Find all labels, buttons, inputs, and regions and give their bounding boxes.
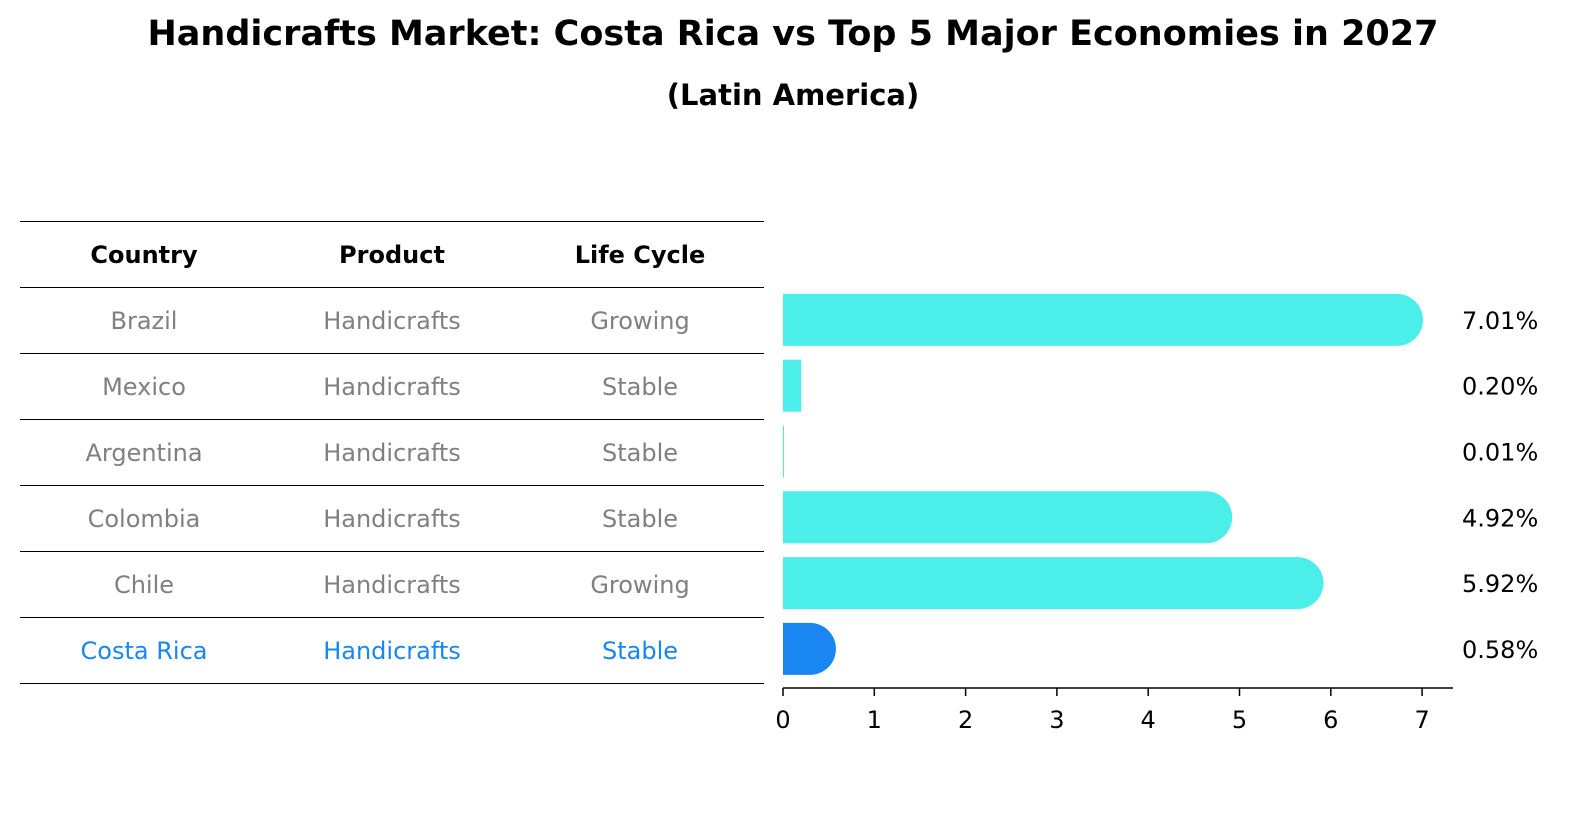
x-tick-label: 0	[775, 706, 790, 734]
table-row: Argentina Handicrafts Stable	[20, 419, 764, 486]
cell-country: Colombia	[20, 485, 268, 552]
x-tick-label: 4	[1141, 706, 1156, 734]
bar-value-label: 4.92%	[1462, 504, 1538, 532]
cell-product: Handicrafts	[268, 551, 516, 618]
cell-product: Handicrafts	[268, 353, 516, 420]
bar	[783, 359, 802, 412]
x-tick-label: 2	[958, 706, 973, 734]
cell-life-cycle: Stable	[516, 419, 764, 486]
x-tick-label: 3	[1049, 706, 1064, 734]
cell-product: Handicrafts	[268, 419, 516, 486]
table-row-highlighted: Costa Rica Handicrafts Stable	[20, 617, 764, 684]
x-tick-label: 1	[867, 706, 882, 734]
x-tick-label: 7	[1414, 706, 1429, 734]
table-header-row: Country Product Life Cycle	[20, 221, 764, 288]
bar	[783, 491, 1233, 544]
table-row: Brazil Handicrafts Growing	[20, 287, 764, 354]
country-table: Country Product Life Cycle Brazil Handic…	[20, 221, 764, 684]
cell-country: Costa Rica	[20, 617, 268, 684]
cell-life-cycle: Growing	[516, 551, 764, 618]
bar	[783, 293, 1424, 346]
cell-life-cycle: Stable	[516, 485, 764, 552]
chart-title: Handicrafts Market: Costa Rica vs Top 5 …	[147, 14, 1439, 54]
cell-country: Mexico	[20, 353, 268, 420]
table-row: Chile Handicrafts Growing	[20, 551, 764, 618]
bar	[783, 425, 784, 478]
header-country: Country	[20, 221, 268, 288]
cell-product: Handicrafts	[268, 485, 516, 552]
cell-product: Handicrafts	[268, 287, 516, 354]
header-life-cycle: Life Cycle	[516, 221, 764, 288]
cell-life-cycle: Growing	[516, 287, 764, 354]
table-row: Mexico Handicrafts Stable	[20, 353, 764, 420]
header-product: Product	[268, 221, 516, 288]
cell-country: Argentina	[20, 419, 268, 486]
bar-value-label: 0.58%	[1462, 636, 1538, 664]
chart-subtitle: (Latin America)	[666, 78, 920, 112]
bar	[783, 557, 1324, 610]
cell-product: Handicrafts	[268, 617, 516, 684]
bar-value-label: 5.92%	[1462, 570, 1538, 598]
bar-value-label: 0.20%	[1462, 373, 1538, 401]
bar-highlighted	[783, 622, 836, 675]
x-tick-label: 5	[1232, 706, 1247, 734]
cell-country: Brazil	[20, 287, 268, 354]
cell-life-cycle: Stable	[516, 617, 764, 684]
x-tick-label: 6	[1323, 706, 1338, 734]
cell-country: Chile	[20, 551, 268, 618]
table-row: Colombia Handicrafts Stable	[20, 485, 764, 552]
bar-value-label: 7.01%	[1462, 307, 1538, 335]
bar-value-label: 0.01%	[1462, 439, 1538, 467]
